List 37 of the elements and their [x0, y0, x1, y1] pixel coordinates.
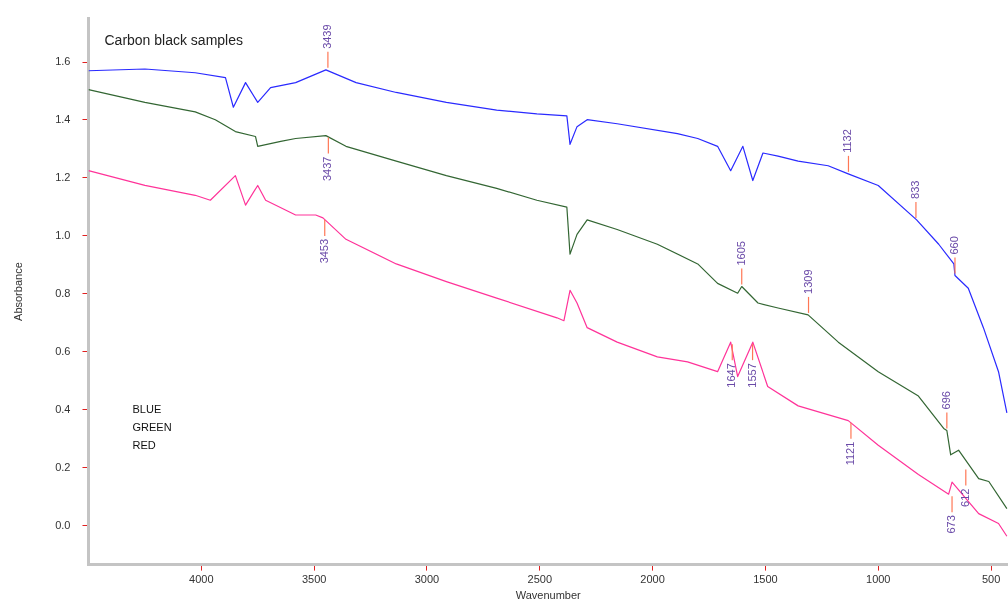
x-tick-label: 2500	[527, 573, 553, 586]
annotation: 3453	[317, 238, 330, 264]
y-tick-label: 0.4	[55, 402, 71, 415]
annotation: 1309	[801, 269, 814, 294]
annotation: 696	[939, 391, 952, 410]
annotation: 3439	[320, 24, 333, 49]
x-tick-label: 3000	[414, 573, 440, 586]
x-tick-label: 1000	[866, 573, 891, 586]
y-tick-label: 1.6	[55, 55, 71, 68]
x-tick-label: 3500	[301, 573, 327, 586]
y-tick-label: 0.2	[55, 460, 71, 473]
annotation: 660	[948, 236, 960, 255]
x-axis-title: Wavenumber	[515, 589, 582, 602]
annotation: 1605	[734, 241, 747, 266]
y-axis-title: Absorbance	[11, 262, 24, 321]
y-tick-label: 0.6	[55, 344, 71, 357]
x-tick-label: 1500	[753, 573, 778, 586]
annotation: 1647	[725, 363, 738, 388]
annotation: BLUE	[132, 402, 162, 415]
annotation: 3437	[321, 156, 334, 182]
annotation: 833	[908, 180, 921, 199]
y-tick-label: 1.0	[55, 228, 71, 241]
y-tick-label: 1.4	[55, 113, 71, 126]
x-tick-label: 500	[981, 573, 1001, 586]
annotation: 1132	[841, 129, 854, 153]
annotation: 673	[945, 515, 958, 534]
y-tick-label: 1.2	[55, 170, 71, 183]
annotation: GREEN	[132, 420, 172, 433]
annotation: RED	[132, 438, 156, 451]
annotation: 1557	[745, 363, 758, 388]
x-tick-label: 2000	[640, 573, 665, 586]
y-tick-label: 0.0	[55, 518, 71, 531]
y-tick-label: 0.8	[55, 286, 71, 299]
annotation: 1121	[843, 441, 856, 466]
annotation: 612	[958, 488, 971, 507]
x-tick-label: 4000	[189, 573, 214, 586]
text: Carbon black samples	[104, 32, 244, 49]
